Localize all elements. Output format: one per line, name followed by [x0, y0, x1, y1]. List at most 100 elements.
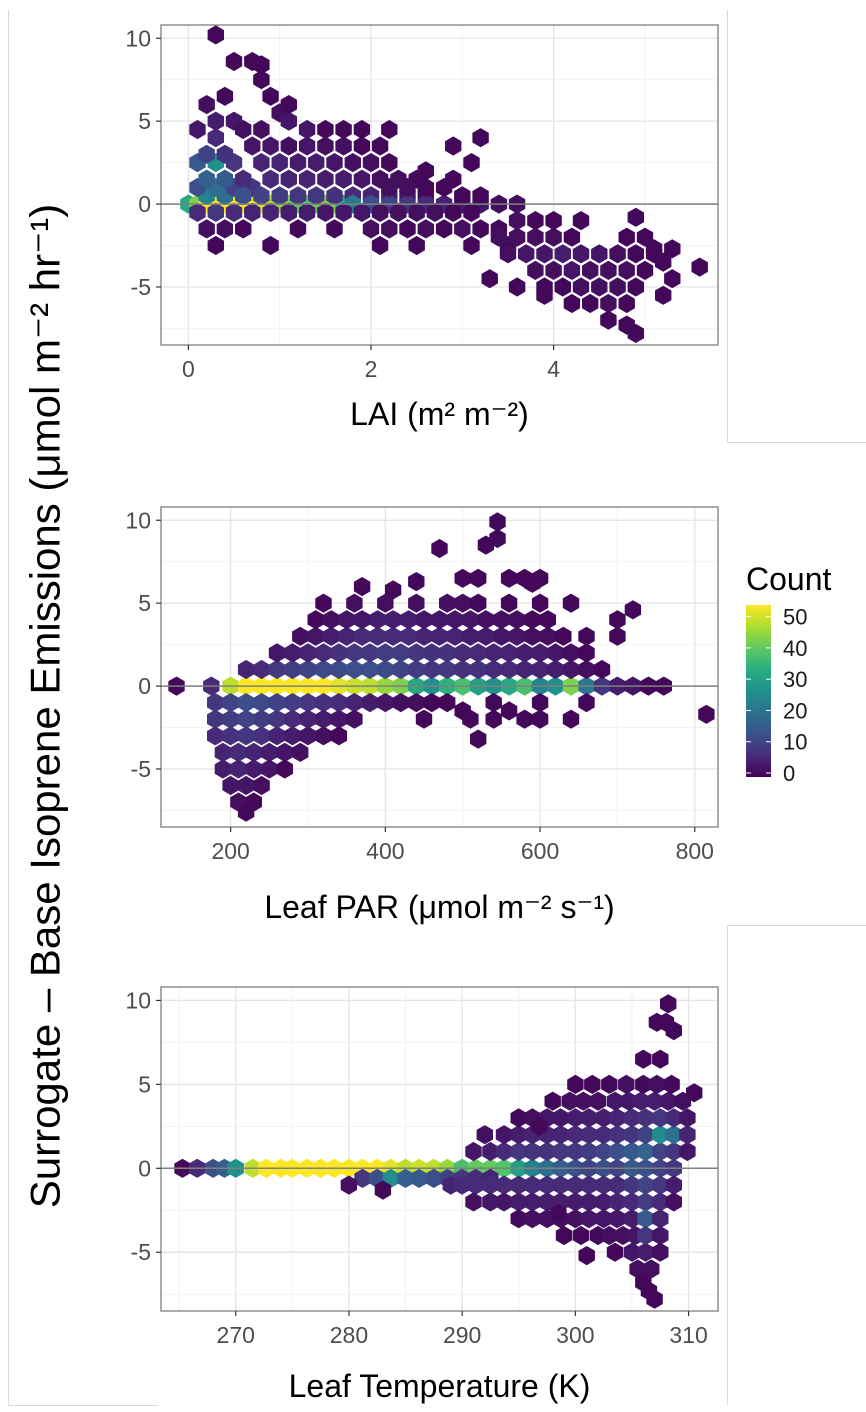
hex-bin: [216, 86, 234, 106]
hex-bin: [253, 726, 270, 746]
hex-bin: [655, 285, 672, 305]
hex-bin: [262, 86, 279, 106]
hex-bin: [623, 1209, 641, 1229]
hex-bin: [262, 169, 279, 189]
hex-bin: [346, 709, 363, 729]
hex-bin: [207, 709, 224, 729]
hex-bin: [595, 1192, 612, 1212]
hex-bin: [198, 144, 215, 164]
hex-bin: [340, 1175, 358, 1195]
hex-bin: [652, 1141, 669, 1162]
x-tick-label: 800: [676, 838, 714, 864]
hex-bin: [346, 643, 363, 663]
hex-bin: [417, 161, 434, 181]
hex-bin: [476, 1125, 493, 1145]
hex-bin: [417, 219, 434, 239]
hex-bin: [516, 659, 533, 680]
hex-bin: [323, 626, 340, 646]
hex-bin: [578, 1246, 595, 1266]
hex-bin: [299, 726, 317, 746]
hex-bin: [446, 610, 464, 630]
hex-bin: [362, 219, 380, 239]
y-tick-label: 5: [138, 108, 151, 134]
hex-bin: [307, 610, 324, 630]
hex-bin: [623, 1242, 641, 1262]
hex-bin: [646, 1091, 663, 1111]
hex-bin: [346, 659, 363, 680]
hex-bin: [284, 659, 301, 680]
hex-bin: [472, 186, 489, 206]
hex-bin: [425, 1168, 442, 1188]
hex-bin: [216, 169, 234, 189]
hex-bin: [582, 260, 599, 280]
hex-bin: [308, 186, 325, 206]
hex-bin: [253, 709, 270, 729]
hex-bin: [643, 1259, 660, 1279]
legend-title: Count: [746, 561, 832, 597]
frame-line-bottom-right: [727, 925, 866, 926]
hex-bin: [472, 128, 489, 148]
hex-bin: [253, 659, 270, 680]
hex-bin: [225, 202, 243, 222]
panel-border: [160, 986, 719, 1312]
hex-bin: [609, 1175, 626, 1195]
hex-bin: [485, 643, 502, 663]
hex-bin: [207, 693, 224, 713]
hex-bin: [237, 802, 255, 822]
hex-bin: [516, 643, 533, 663]
hex-bin: [499, 244, 517, 264]
hex-bin: [237, 659, 255, 680]
hex-bin: [516, 709, 533, 729]
hex-bin: [462, 610, 479, 630]
hex-bin: [374, 1180, 392, 1200]
hex-bin: [431, 626, 448, 646]
hex-bin: [567, 1125, 584, 1145]
hex-bin: [326, 153, 343, 173]
hex-bin: [609, 244, 626, 264]
hex-bin: [284, 643, 301, 663]
hex-bin: [237, 775, 255, 796]
hex-bin: [454, 593, 471, 613]
hex-bin: [623, 1192, 641, 1212]
hex-bin: [624, 600, 642, 620]
hex-bin: [280, 95, 297, 115]
hex-bin: [601, 1225, 618, 1246]
hex-bin: [335, 119, 352, 140]
hex-bin: [237, 709, 255, 729]
hex-bin: [207, 25, 224, 45]
hex-bin: [637, 1125, 654, 1145]
hex-bin: [563, 260, 581, 280]
hex-bin: [493, 626, 510, 646]
hex-bin: [562, 643, 580, 663]
x-tick-label: 400: [366, 838, 404, 864]
hex-bin: [567, 1108, 584, 1128]
x-tick-label: 280: [330, 1322, 368, 1348]
hex-bin: [636, 227, 654, 247]
hex-bin: [652, 1175, 669, 1195]
hex-bin: [353, 169, 371, 189]
hex-bin: [567, 1175, 584, 1195]
hex-bin: [408, 202, 425, 222]
hex-bin: [575, 1091, 592, 1111]
hex-bin: [567, 1192, 584, 1212]
hex-bin: [485, 709, 502, 729]
hex-bin: [637, 1108, 654, 1128]
hex-bin: [627, 277, 644, 297]
hex-bin: [518, 244, 535, 264]
hex-bin: [299, 643, 317, 663]
hex-bin: [527, 260, 544, 280]
hex-bin: [652, 1125, 669, 1145]
hex-bin: [618, 260, 635, 280]
hex-bin: [397, 1168, 414, 1188]
hex-bin: [485, 659, 502, 680]
y-tick-label: -5: [131, 274, 151, 300]
hex-bin: [618, 293, 635, 314]
hex-bin: [623, 1108, 641, 1128]
hex-bin: [253, 186, 270, 206]
hex-bin: [284, 709, 301, 729]
hex-bin: [580, 1125, 598, 1145]
hex-bin: [276, 759, 293, 779]
frame-line-bottom: [8, 1405, 158, 1406]
hex-bin: [606, 1091, 624, 1111]
hex-bin: [381, 177, 398, 198]
